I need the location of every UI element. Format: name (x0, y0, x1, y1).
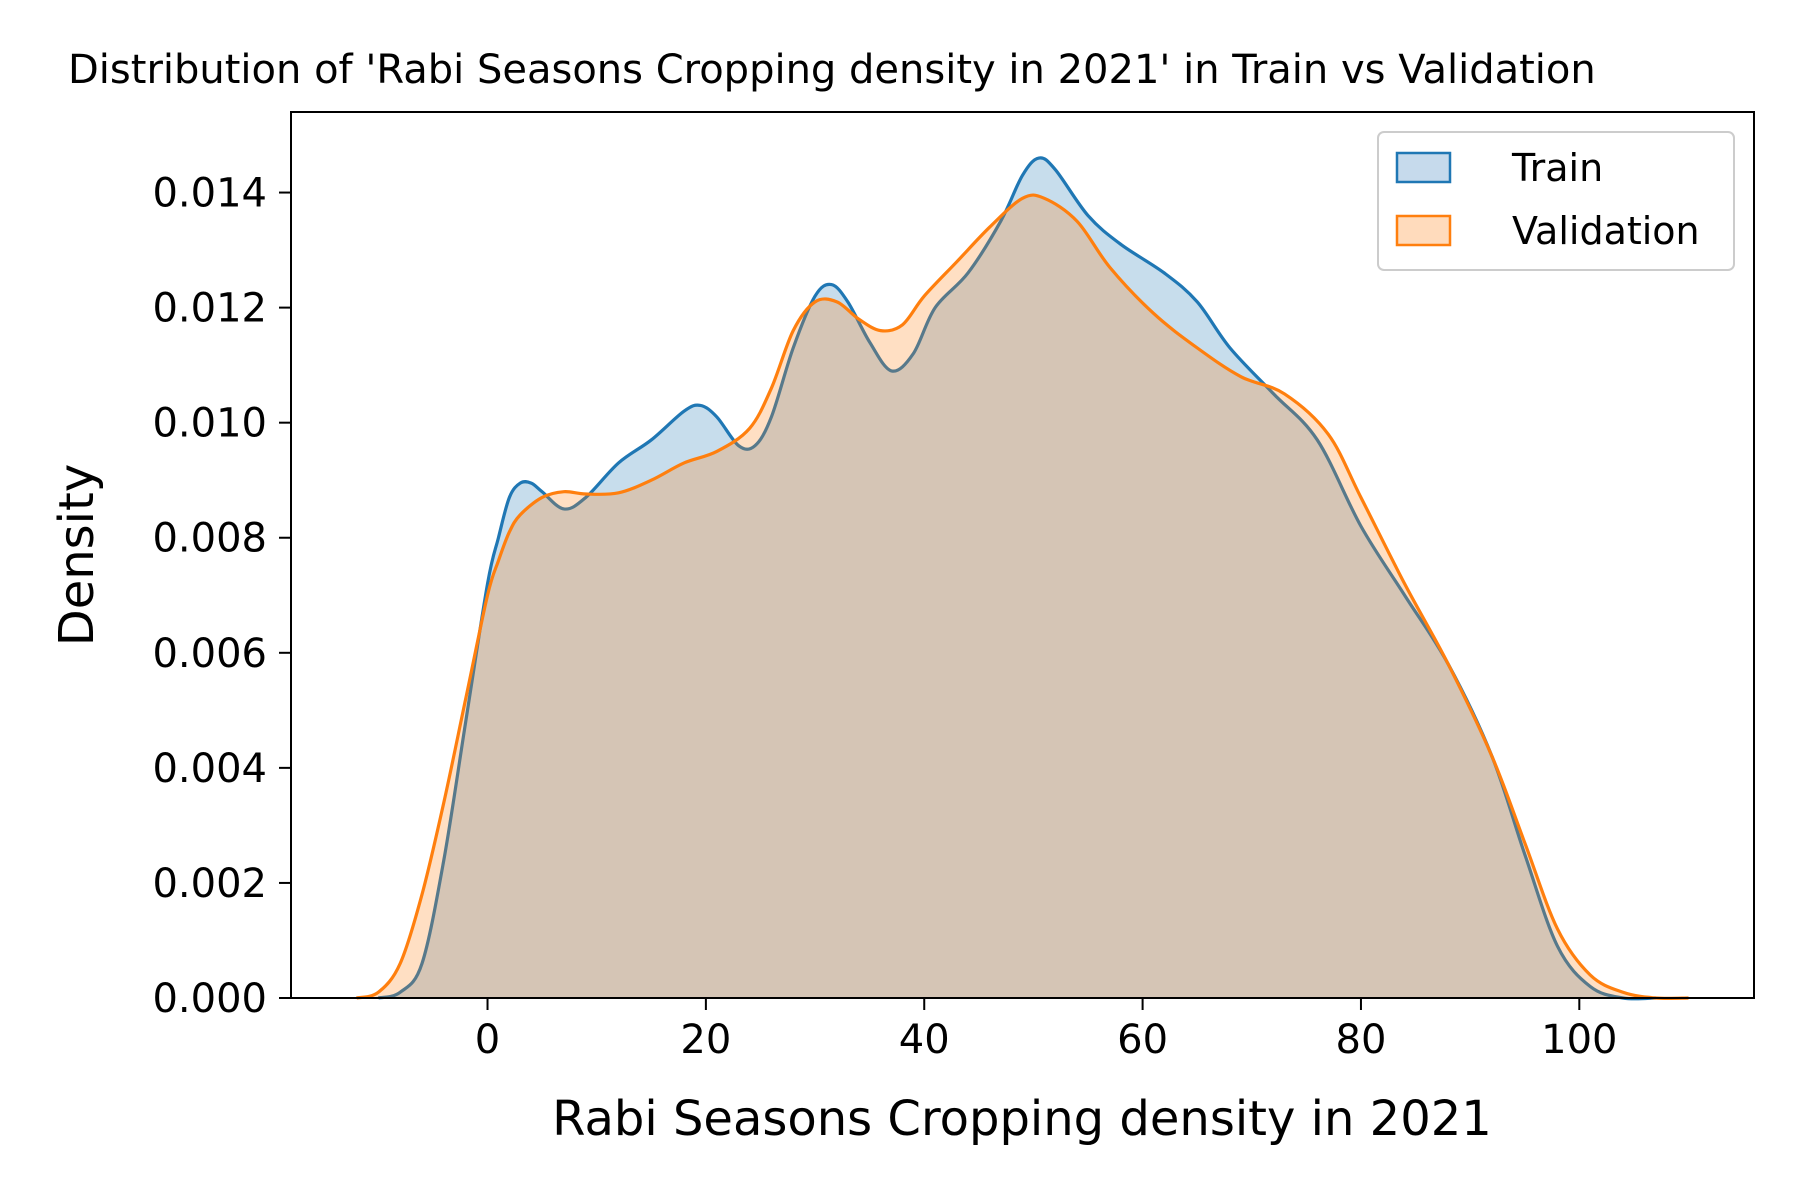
area-validation (356, 195, 1689, 999)
y-tick-label: 0.002 (152, 861, 267, 907)
chart-title: Distribution of 'Rabi Seasons Cropping d… (68, 47, 1596, 93)
axes: 0 20 40 60 80 100 0.000 0.002 0.004 0.006 0.008 0.0… (152, 171, 1617, 1063)
x-tick-label: 60 (1117, 1017, 1168, 1063)
x-tick-label: 100 (1541, 1017, 1617, 1063)
area-train (378, 157, 1656, 999)
legend-label-validation: Validation (1512, 209, 1700, 253)
y-tick-label: 0.000 (152, 976, 267, 1022)
x-axis-label: Rabi Seasons Cropping density in 2021 (552, 1091, 1492, 1147)
x-tick-label: 80 (1336, 1017, 1387, 1063)
legend: Train Validation (1377, 131, 1735, 271)
legend-swatch-validation (1395, 214, 1452, 247)
line-train (377, 156, 1656, 1001)
y-tick-label: 0.008 (152, 516, 267, 562)
y-axis-label: Density (49, 464, 105, 646)
y-tick-label: 0.014 (152, 171, 267, 217)
plot-area (356, 156, 1689, 1001)
legend-label-train: Train (1511, 146, 1603, 190)
x-tick-label: 20 (680, 1017, 731, 1063)
line-validation (356, 193, 1689, 1001)
y-tick-label: 0.006 (152, 631, 267, 677)
y-tick-label: 0.012 (152, 286, 267, 332)
plot-frame (290, 111, 1755, 999)
x-tick-label: 40 (899, 1017, 950, 1063)
y-tick-label: 0.004 (152, 746, 267, 792)
x-tick-label: 0 (475, 1017, 500, 1063)
legend-swatch-train (1395, 151, 1452, 184)
legend-box (1377, 131, 1735, 271)
y-tick-label: 0.010 (152, 401, 267, 447)
